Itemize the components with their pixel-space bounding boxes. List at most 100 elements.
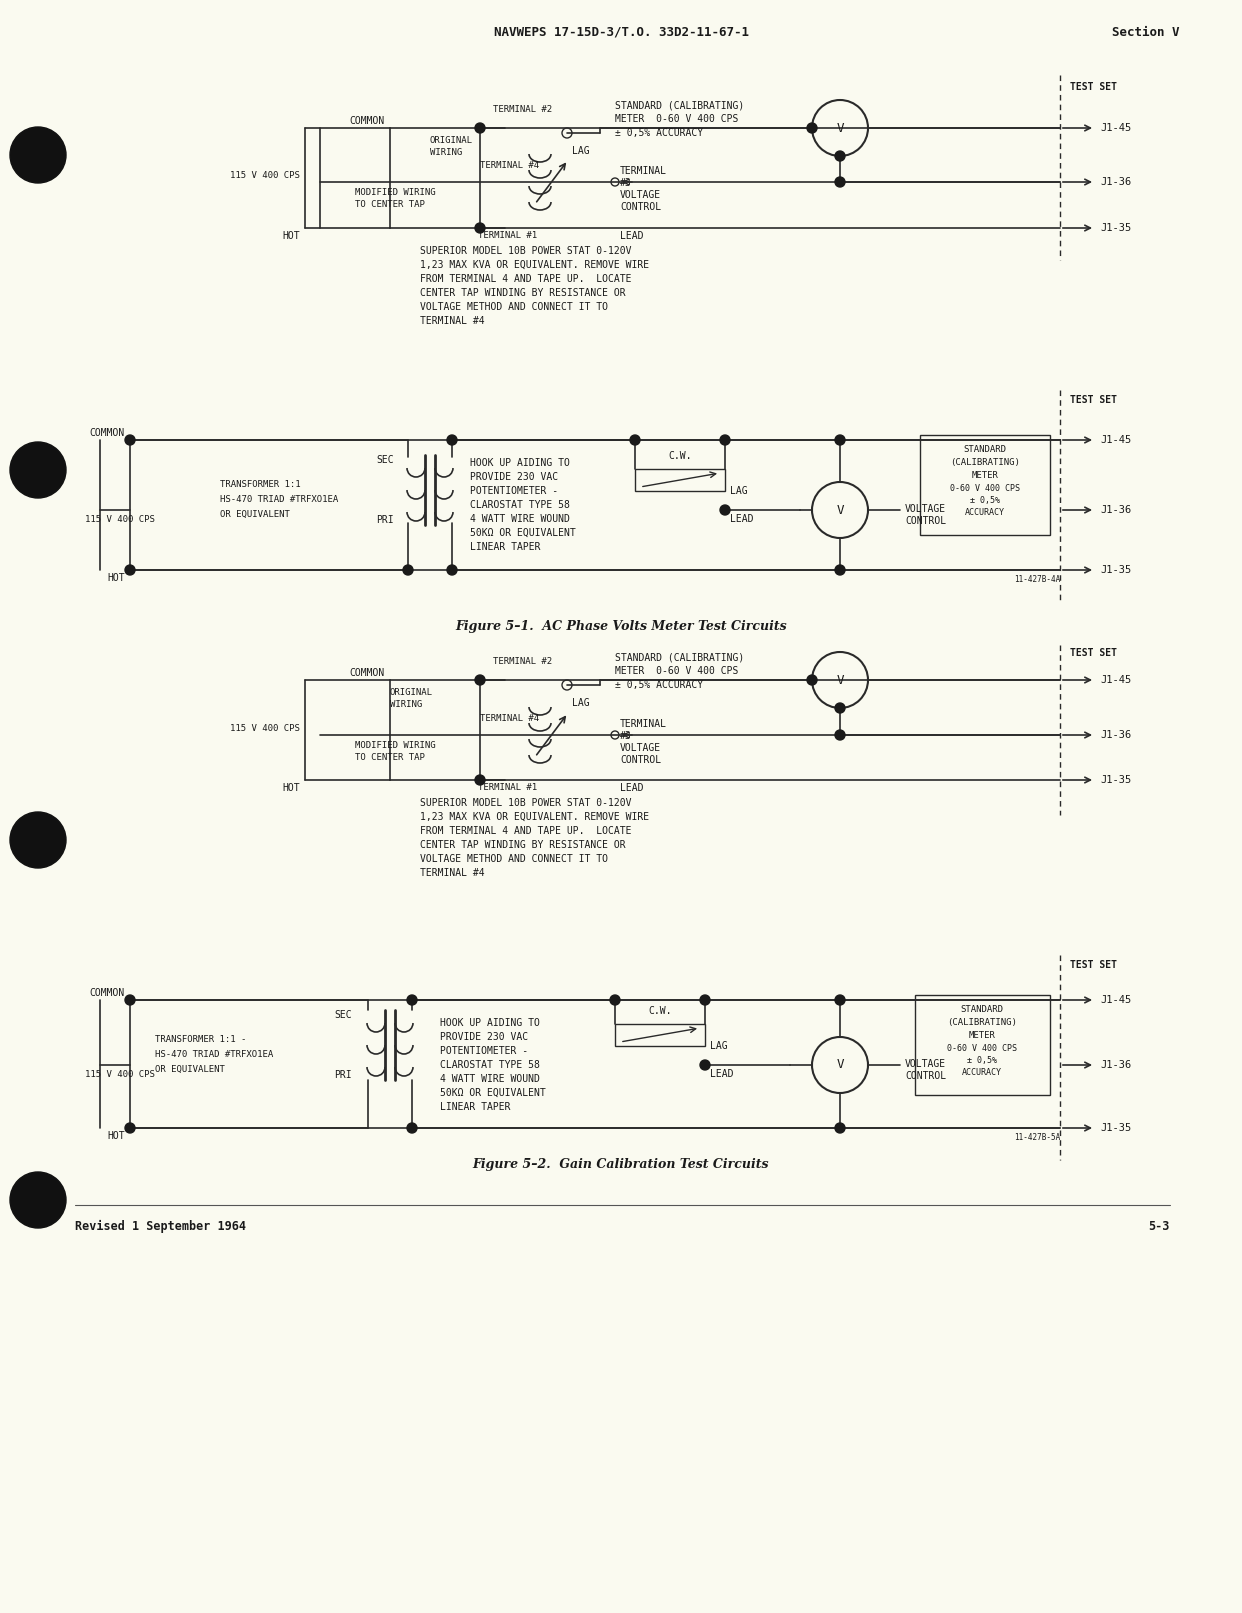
Text: (CALIBRATING): (CALIBRATING): [948, 1018, 1017, 1027]
Circle shape: [402, 565, 414, 574]
Text: CONTROL: CONTROL: [620, 755, 661, 765]
Text: WIRING: WIRING: [390, 700, 422, 710]
Text: C.W.: C.W.: [668, 452, 692, 461]
Text: POTENTIOMETER -: POTENTIOMETER -: [469, 486, 558, 497]
Circle shape: [720, 436, 730, 445]
Text: STANDARD: STANDARD: [960, 1005, 1004, 1015]
Text: TRANSFORMER 1:1 -: TRANSFORMER 1:1 -: [155, 1036, 246, 1044]
Circle shape: [125, 436, 135, 445]
Text: TRANSFORMER 1:1: TRANSFORMER 1:1: [220, 481, 301, 489]
Text: VOLTAGE: VOLTAGE: [620, 744, 661, 753]
Circle shape: [835, 152, 845, 161]
Text: CLAROSTAT TYPE 58: CLAROSTAT TYPE 58: [469, 500, 570, 510]
Text: LINEAR TAPER: LINEAR TAPER: [440, 1102, 510, 1111]
Text: 115 V 400 CPS: 115 V 400 CPS: [230, 171, 299, 181]
Text: Revised 1 September 1964: Revised 1 September 1964: [75, 1219, 246, 1232]
Circle shape: [10, 1173, 66, 1227]
Bar: [920, 436, 1049, 536]
Circle shape: [835, 565, 845, 574]
Text: SEC: SEC: [376, 455, 394, 465]
Text: LINEAR TAPER: LINEAR TAPER: [469, 542, 540, 552]
Bar: [615, 1024, 705, 1045]
Text: FROM TERMINAL 4 AND TAPE UP.  LOCATE: FROM TERMINAL 4 AND TAPE UP. LOCATE: [420, 826, 631, 836]
Text: CLAROSTAT TYPE 58: CLAROSTAT TYPE 58: [440, 1060, 540, 1069]
Circle shape: [474, 223, 484, 232]
Text: LEAD: LEAD: [710, 1069, 734, 1079]
Text: ORIGINAL: ORIGINAL: [430, 135, 473, 145]
Text: 115 V 400 CPS: 115 V 400 CPS: [84, 1069, 155, 1079]
Text: FROM TERMINAL 4 AND TAPE UP.  LOCATE: FROM TERMINAL 4 AND TAPE UP. LOCATE: [420, 274, 631, 284]
Text: PRI: PRI: [376, 515, 394, 524]
Text: V: V: [836, 503, 843, 516]
Text: J1-35: J1-35: [1100, 565, 1131, 574]
Circle shape: [474, 123, 484, 132]
Text: COMMON: COMMON: [89, 427, 125, 439]
Text: 1,23 MAX KVA OR EQUIVALENT. REMOVE WIRE: 1,23 MAX KVA OR EQUIVALENT. REMOVE WIRE: [420, 811, 650, 823]
Text: SEC: SEC: [334, 1010, 351, 1019]
Text: TERMINAL #4: TERMINAL #4: [479, 715, 539, 723]
Circle shape: [807, 674, 817, 686]
Circle shape: [10, 811, 66, 868]
Text: WIRING: WIRING: [430, 148, 462, 156]
Text: LAG: LAG: [730, 486, 748, 497]
Text: V: V: [836, 1058, 843, 1071]
Text: STANDARD (CALIBRATING): STANDARD (CALIBRATING): [615, 652, 744, 661]
Circle shape: [720, 505, 730, 515]
Text: VOLTAGE METHOD AND CONNECT IT TO: VOLTAGE METHOD AND CONNECT IT TO: [420, 302, 609, 311]
Text: 115 V 400 CPS: 115 V 400 CPS: [84, 515, 155, 524]
Circle shape: [125, 1123, 135, 1132]
Circle shape: [610, 995, 620, 1005]
Text: J1-45: J1-45: [1100, 995, 1131, 1005]
Circle shape: [835, 703, 845, 713]
Text: TERMINAL: TERMINAL: [620, 166, 667, 176]
Text: LAG: LAG: [573, 698, 590, 708]
Text: LAG: LAG: [573, 147, 590, 156]
Circle shape: [700, 1060, 710, 1069]
Text: LAG: LAG: [710, 1040, 728, 1052]
Text: MODIFIED WIRING: MODIFIED WIRING: [355, 189, 436, 197]
Circle shape: [807, 123, 817, 132]
Circle shape: [10, 442, 66, 498]
Text: J1-36: J1-36: [1100, 731, 1131, 740]
Text: OR EQUIVALENT: OR EQUIVALENT: [155, 1065, 225, 1074]
Text: TO CENTER TAP: TO CENTER TAP: [355, 753, 425, 761]
Text: C.W.: C.W.: [648, 1007, 672, 1016]
Circle shape: [125, 565, 135, 574]
Text: PRI: PRI: [334, 1069, 351, 1081]
Text: J1-35: J1-35: [1100, 1123, 1131, 1132]
Circle shape: [835, 731, 845, 740]
Text: TERMINAL #4: TERMINAL #4: [420, 868, 484, 877]
Text: LEAD: LEAD: [620, 782, 643, 794]
Text: #3: #3: [620, 177, 632, 189]
Text: ± 0,5% ACCURACY: ± 0,5% ACCURACY: [615, 681, 703, 690]
Text: V: V: [836, 121, 843, 134]
Text: TEST SET: TEST SET: [1071, 82, 1117, 92]
Text: J1-36: J1-36: [1100, 177, 1131, 187]
Circle shape: [700, 995, 710, 1005]
Text: VOLTAGE: VOLTAGE: [620, 190, 661, 200]
Text: LEAD: LEAD: [620, 231, 643, 240]
Text: 11-427B-5A: 11-427B-5A: [1013, 1132, 1059, 1142]
Text: 5-3: 5-3: [1149, 1219, 1170, 1232]
Text: J1-45: J1-45: [1100, 674, 1131, 686]
Text: METER  0-60 V 400 CPS: METER 0-60 V 400 CPS: [615, 115, 739, 124]
Text: TERMINAL #1: TERMINAL #1: [478, 231, 537, 240]
Text: CENTER TAP WINDING BY RESISTANCE OR: CENTER TAP WINDING BY RESISTANCE OR: [420, 289, 626, 298]
Text: METER: METER: [969, 1031, 995, 1040]
Circle shape: [407, 1123, 417, 1132]
Text: PROVIDE 230 VAC: PROVIDE 230 VAC: [440, 1032, 528, 1042]
Text: TERMINAL #4: TERMINAL #4: [479, 161, 539, 169]
Text: V: V: [836, 674, 843, 687]
Text: 1,23 MAX KVA OR EQUIVALENT. REMOVE WIRE: 1,23 MAX KVA OR EQUIVALENT. REMOVE WIRE: [420, 260, 650, 269]
Circle shape: [474, 774, 484, 786]
Text: TERMINAL: TERMINAL: [620, 719, 667, 729]
Text: HOOK UP AIDING TO: HOOK UP AIDING TO: [440, 1018, 540, 1027]
Circle shape: [407, 995, 417, 1005]
Text: CENTER TAP WINDING BY RESISTANCE OR: CENTER TAP WINDING BY RESISTANCE OR: [420, 840, 626, 850]
Text: 115 V 400 CPS: 115 V 400 CPS: [230, 724, 299, 732]
Text: #3: #3: [620, 731, 632, 740]
Bar: [915, 995, 1049, 1095]
Text: ± 0,5% ACCURACY: ± 0,5% ACCURACY: [615, 127, 703, 139]
Text: J1-45: J1-45: [1100, 123, 1131, 132]
Text: SUPERIOR MODEL 10B POWER STAT 0-120V: SUPERIOR MODEL 10B POWER STAT 0-120V: [420, 798, 631, 808]
